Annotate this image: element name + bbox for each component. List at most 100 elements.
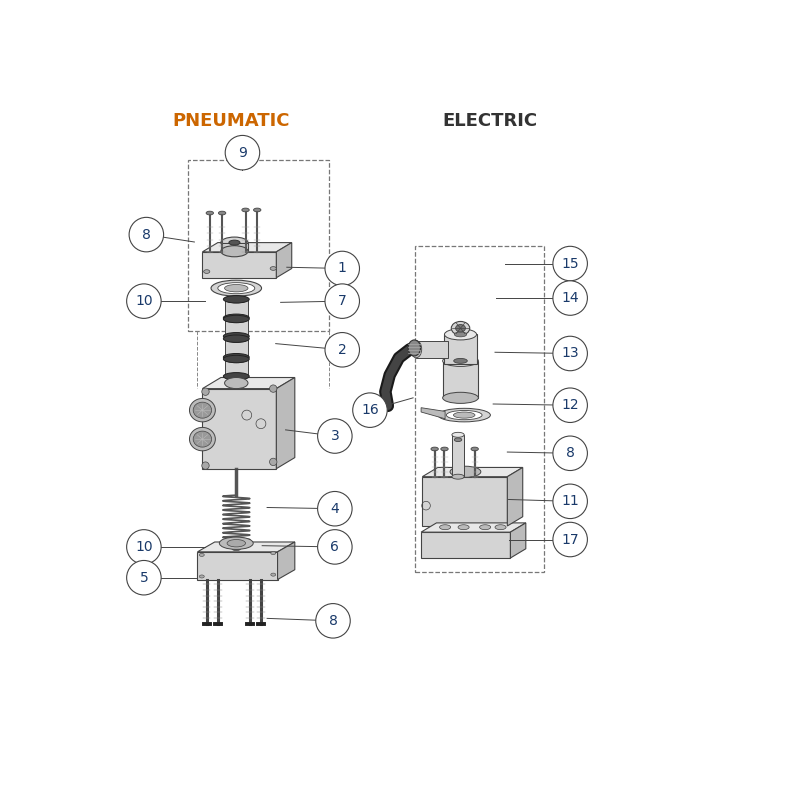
Text: PNEUMATIC: PNEUMATIC [173,112,290,130]
Ellipse shape [225,285,248,292]
Ellipse shape [211,280,262,296]
Polygon shape [278,542,295,579]
Ellipse shape [223,373,250,380]
Circle shape [353,393,387,427]
Bar [225,359,248,376]
Text: 10: 10 [135,294,153,308]
Circle shape [553,246,587,281]
Text: 7: 7 [338,294,346,308]
Polygon shape [202,378,295,389]
Polygon shape [422,467,522,477]
Circle shape [553,484,587,518]
Ellipse shape [190,427,215,451]
Text: 10: 10 [135,540,153,554]
Bar [202,252,276,278]
Ellipse shape [225,295,248,303]
Text: 4: 4 [330,502,339,516]
Circle shape [318,530,352,564]
Ellipse shape [223,335,250,342]
Ellipse shape [225,315,248,322]
Ellipse shape [454,412,475,418]
Circle shape [553,336,587,370]
Bar [225,299,248,318]
Ellipse shape [218,282,254,294]
Circle shape [553,388,587,422]
Bar [188,160,329,331]
Circle shape [129,218,164,252]
Ellipse shape [455,325,466,332]
Polygon shape [276,378,295,469]
Bar [452,434,464,477]
Text: 2: 2 [338,342,346,357]
Ellipse shape [439,525,450,530]
Ellipse shape [221,237,248,248]
Circle shape [126,530,161,564]
Ellipse shape [454,358,467,363]
Text: 8: 8 [566,446,574,460]
Ellipse shape [223,295,250,303]
Ellipse shape [223,355,250,362]
Bar [198,552,278,579]
Ellipse shape [254,208,261,212]
Ellipse shape [229,240,240,245]
Ellipse shape [221,246,248,257]
Ellipse shape [442,392,478,403]
Circle shape [202,388,209,395]
Text: 8: 8 [329,614,338,628]
Ellipse shape [225,355,248,362]
Ellipse shape [452,474,464,479]
Circle shape [553,522,587,557]
Ellipse shape [454,332,466,337]
Ellipse shape [454,438,462,442]
Circle shape [316,603,350,638]
Polygon shape [198,542,295,552]
Text: 12: 12 [562,398,579,412]
Text: 13: 13 [562,346,579,361]
Ellipse shape [452,432,464,438]
Bar [445,334,477,364]
Ellipse shape [480,525,490,530]
Circle shape [318,418,352,454]
Ellipse shape [442,355,478,366]
Text: 15: 15 [562,257,579,270]
Ellipse shape [451,322,470,335]
Polygon shape [421,408,445,418]
Ellipse shape [223,354,250,361]
Ellipse shape [270,266,276,270]
Text: 8: 8 [142,227,150,242]
Circle shape [270,458,277,466]
Ellipse shape [225,537,248,545]
Circle shape [226,135,260,170]
Ellipse shape [270,573,276,576]
Ellipse shape [223,333,250,340]
Ellipse shape [450,466,481,478]
Ellipse shape [458,525,469,530]
Ellipse shape [495,525,506,530]
Polygon shape [276,242,292,278]
Circle shape [325,251,359,286]
Ellipse shape [270,551,276,554]
Ellipse shape [218,211,226,215]
Bar [225,319,248,336]
Circle shape [553,281,587,315]
Text: 6: 6 [330,540,339,554]
Circle shape [325,333,359,367]
Bar [221,242,248,251]
Ellipse shape [225,378,248,389]
Text: 17: 17 [562,533,579,546]
Ellipse shape [471,447,478,451]
Ellipse shape [190,398,215,422]
Ellipse shape [227,539,246,547]
Ellipse shape [206,211,214,215]
Ellipse shape [242,208,250,212]
Bar [422,477,507,526]
Bar [442,361,478,398]
Text: 1: 1 [338,262,346,275]
Ellipse shape [408,340,421,356]
Polygon shape [507,467,522,526]
Bar [416,341,448,358]
Polygon shape [510,523,526,558]
Ellipse shape [232,547,241,550]
Ellipse shape [193,402,212,418]
Text: 3: 3 [330,429,339,443]
